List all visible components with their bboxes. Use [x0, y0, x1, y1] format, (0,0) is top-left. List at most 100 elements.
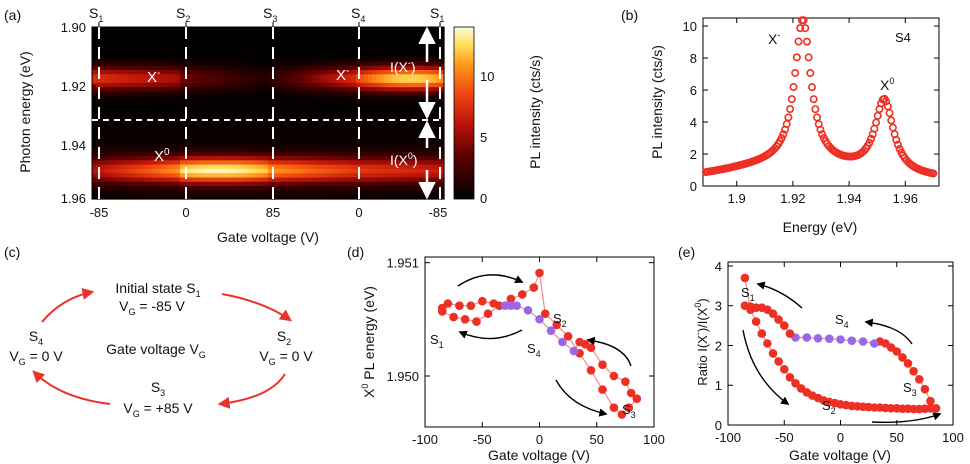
- heatmap-cell: [260, 194, 265, 200]
- heatmap-cell: [148, 194, 153, 200]
- panel-a-heatmap: (a) X- X- X0 I(X-) I(X0) S1 S2 S3 S4 S1: [4, 5, 543, 245]
- heatmap-cell: [276, 27, 281, 32]
- heatmap-cell: [392, 104, 397, 110]
- heatmap-cell: [140, 78, 145, 84]
- heatmap-cell: [376, 108, 381, 114]
- heatmap-cell: [100, 138, 105, 144]
- heatmap-cell: [244, 147, 249, 153]
- heatmap-cell: [156, 52, 161, 58]
- heatmap-cell: [364, 143, 369, 148]
- heatmap-cell: [412, 27, 417, 32]
- heatmap-cell: [324, 82, 329, 88]
- heatmap-cell: [384, 95, 389, 101]
- heatmap-cell: [376, 39, 381, 45]
- heatmap-cell: [324, 151, 329, 157]
- heatmap-cell: [324, 134, 329, 140]
- heatmap-cell: [228, 181, 233, 187]
- heatmap-cell: [120, 117, 125, 123]
- heatmap-cell: [408, 177, 413, 183]
- heatmap-cell: [296, 121, 301, 127]
- data-point: [506, 294, 516, 304]
- heatmap-cell: [260, 65, 265, 71]
- heatmap-cell: [164, 52, 169, 58]
- heatmap-cell: [324, 57, 329, 62]
- heatmap-cell: [168, 134, 173, 140]
- heatmap-cell: [112, 160, 117, 166]
- gate-voltage-center: Gate voltage VG: [106, 341, 206, 360]
- heatmap-cell: [156, 160, 161, 166]
- heatmap-cell: [412, 35, 417, 41]
- heatmap-cell: [396, 104, 401, 110]
- heatmap-cell: [228, 117, 233, 123]
- heatmap-cell: [196, 48, 201, 54]
- heatmap-cell: [352, 95, 357, 101]
- heatmap-cell: [200, 31, 205, 37]
- heatmap-cell: [412, 104, 417, 110]
- heatmap-cell: [220, 65, 225, 71]
- heatmap-cell: [360, 117, 365, 123]
- heatmap-cell: [296, 87, 301, 93]
- heatmap-cell: [352, 147, 357, 153]
- heatmap-cell: [116, 151, 121, 157]
- heatmap-cell: [268, 52, 273, 58]
- heatmap-cell: [332, 100, 337, 105]
- heatmap-cell: [248, 130, 253, 136]
- heatmap-cell: [308, 121, 313, 127]
- heatmap-cell: [116, 190, 121, 196]
- heatmap-cell: [120, 27, 125, 32]
- heatmap-cell: [420, 78, 425, 84]
- heatmap-cell: [276, 82, 281, 88]
- heatmap-cell: [172, 31, 177, 37]
- heatmap-cell: [392, 156, 397, 161]
- heatmap-cell: [216, 181, 221, 187]
- heatmap-cell: [180, 138, 185, 144]
- heatmap-cell: [372, 104, 377, 110]
- heatmap-cell: [160, 177, 165, 183]
- heatmap-cell: [136, 70, 141, 75]
- heatmap-cell: [304, 173, 309, 179]
- heatmap-cell: [440, 177, 445, 183]
- heatmap-cell: [252, 57, 257, 62]
- heatmap-cell: [344, 134, 349, 140]
- heatmap-cell: [224, 39, 229, 45]
- heatmap-cell: [344, 130, 349, 136]
- heatmap-cell: [284, 181, 289, 187]
- heatmap-cell: [200, 177, 205, 183]
- heatmap-cell: [420, 181, 425, 187]
- heatmap-cell: [408, 39, 413, 45]
- heatmap-cell: [236, 87, 241, 93]
- heatmap-cell: [264, 121, 269, 127]
- heatmap-cell: [216, 151, 221, 157]
- heatmap-cell: [244, 156, 249, 161]
- heatmap-cell: [196, 160, 201, 166]
- heatmap-cell: [256, 39, 261, 45]
- heatmap-cell: [224, 138, 229, 144]
- heatmap-cell: [264, 57, 269, 62]
- data-point: [598, 385, 607, 394]
- heatmap-cell: [92, 156, 97, 161]
- heatmap-cell: [216, 27, 221, 32]
- heatmap-cell: [316, 104, 321, 110]
- heatmap-cell: [256, 61, 261, 67]
- spectrum-point: [818, 130, 827, 139]
- heatmap-cell: [108, 151, 113, 157]
- heatmap-cell: [248, 27, 253, 32]
- heatmap-cell: [252, 87, 257, 93]
- heatmap-cell: [324, 87, 329, 93]
- heatmap-cell: [436, 31, 441, 37]
- heatmap-cell: [420, 48, 425, 54]
- heatmap-cell: [228, 134, 233, 140]
- heatmap-cell: [268, 35, 273, 41]
- heatmap-cell: [392, 91, 397, 97]
- heatmap-cell: [120, 160, 125, 166]
- heatmap-cell: [196, 65, 201, 71]
- heatmap-cell: [400, 65, 405, 71]
- heatmap-cell: [360, 35, 365, 41]
- heatmap-cell: [200, 151, 205, 157]
- heatmap-cell: [204, 151, 209, 157]
- heatmap-cell: [236, 52, 241, 58]
- heatmap-cell: [120, 181, 125, 187]
- heatmap-cell: [192, 39, 197, 45]
- heatmap-cell: [272, 39, 277, 45]
- heatmap-cell: [164, 130, 169, 136]
